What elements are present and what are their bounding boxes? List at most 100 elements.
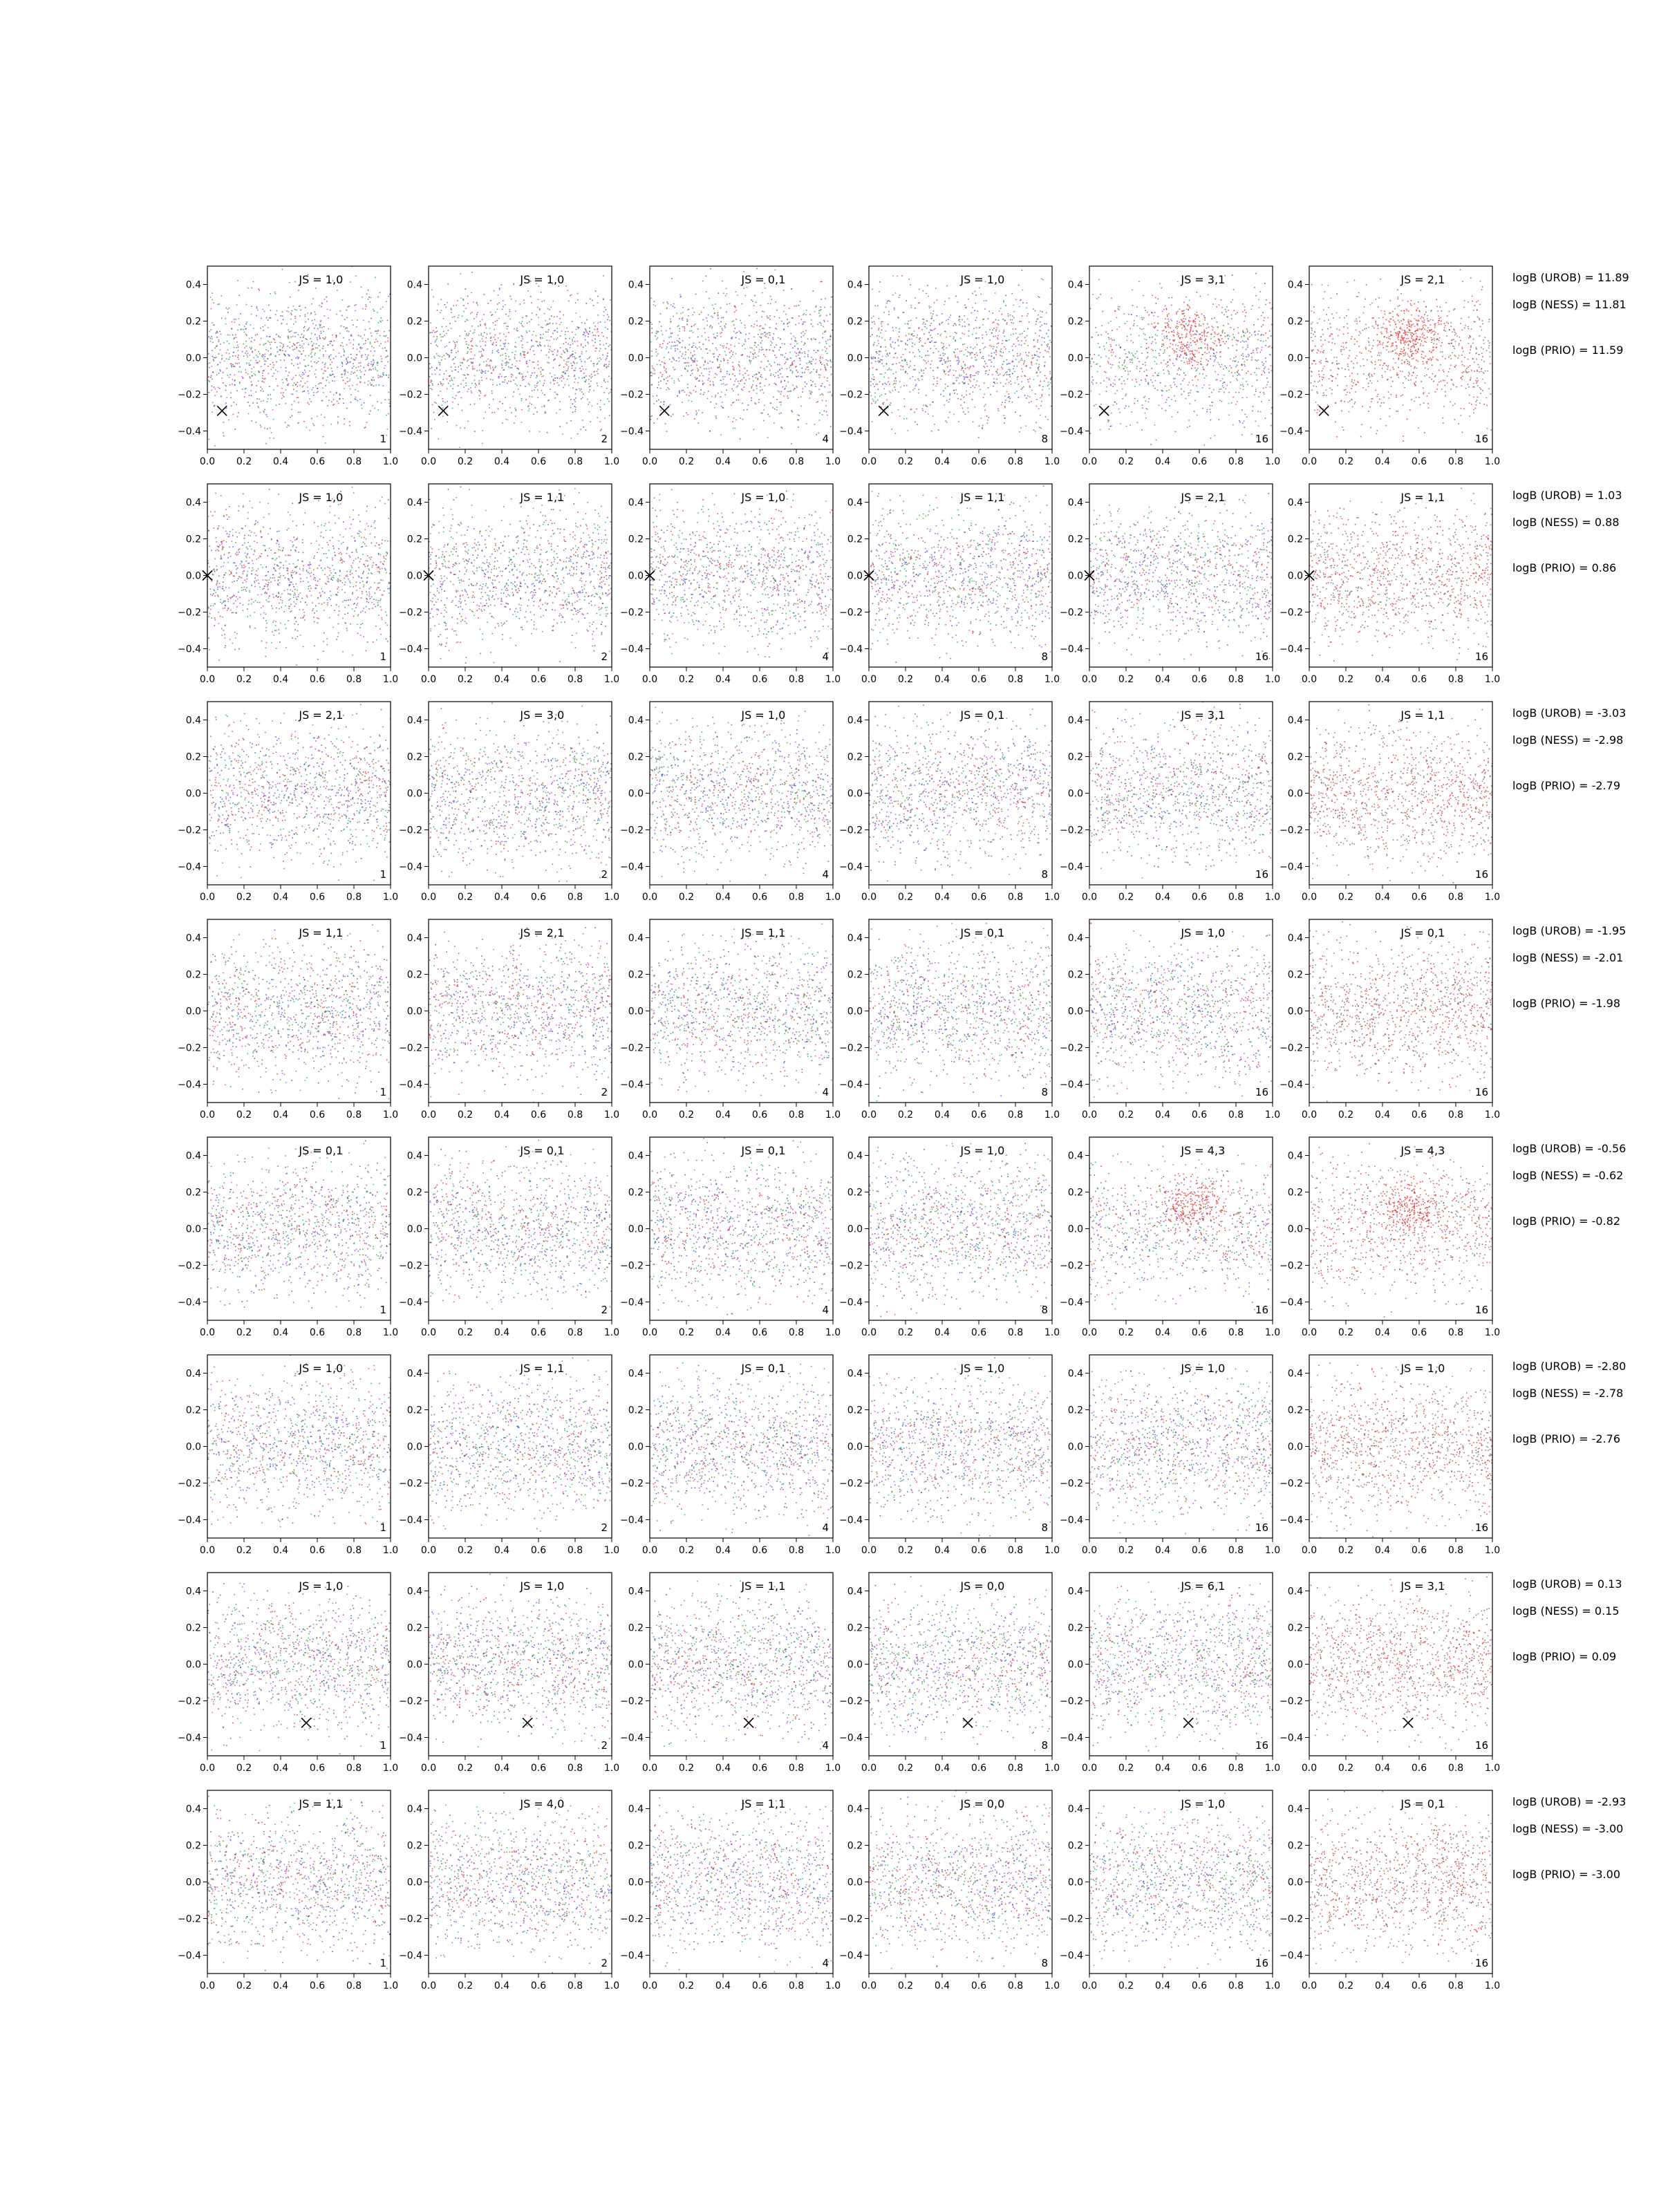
y-tick-label: −0.2 [1280, 1261, 1303, 1272]
x-tick-label: 0.8 [1448, 892, 1463, 903]
y-tick-label: −0.4 [1060, 1733, 1083, 1744]
x-tick-label: 0.6 [752, 1327, 767, 1338]
scatter-points-blue [650, 941, 833, 1085]
y-tick-label: 0.2 [407, 317, 422, 328]
scatter-points-blue [869, 1149, 1052, 1318]
scatter-points-red [651, 1810, 832, 1971]
y-tick-label: 0.2 [1288, 752, 1303, 763]
y-tick-label: −0.2 [620, 1043, 644, 1054]
panel-column-label: 8 [1041, 650, 1048, 663]
x-tick-label: 0.6 [1192, 1327, 1207, 1338]
y-tick-label: 0.4 [628, 715, 644, 727]
panel-r7-c6: 0.0 0.2 0.4 0.6 0.8 1.0 0.4 0.2 0.0 −0.2 −0.4 JS = … [1280, 1572, 1500, 1774]
x-tick-label: 0.2 [679, 456, 694, 467]
y-tick-label: −0.2 [178, 1479, 201, 1490]
x-tick-label: 0.8 [789, 1109, 804, 1121]
y-tick-label: 0.4 [407, 1804, 422, 1815]
y-tick-label: −0.4 [839, 862, 863, 873]
x-tick-label: 0.2 [1338, 456, 1353, 467]
y-tick-label: 0.0 [847, 1224, 863, 1235]
x-tick-label: 0.2 [458, 1980, 473, 1991]
scatter-points-black [207, 1597, 391, 1751]
panel-r8-c3: 0.0 0.2 0.4 0.6 0.8 1.0 0.4 0.2 0.0 −0.2 −0.4 JS = … [620, 1790, 841, 1991]
panel-r3-c2: 0.0 0.2 0.4 0.6 0.8 1.0 0.4 0.2 0.0 −0.2 −0.4 JS = … [399, 701, 619, 903]
y-tick-label: 0.0 [847, 1442, 863, 1453]
scatter-points-green [429, 488, 612, 648]
x-tick-label: 0.8 [568, 456, 583, 467]
x-tick-label: 1.0 [825, 456, 841, 467]
x-tick-label: 0.0 [421, 1327, 436, 1338]
scatter-points-black [429, 491, 612, 659]
y-tick-label: 0.4 [847, 1586, 863, 1597]
x-tick-label: 0.4 [935, 674, 950, 685]
x-tick-label: 0.6 [752, 674, 767, 685]
y-tick-label: 0.4 [1288, 498, 1303, 509]
x-marker [863, 570, 874, 581]
x-tick-label: 1.0 [825, 1327, 841, 1338]
scatter-points-red [429, 283, 612, 444]
panel-column-label: 8 [1041, 1521, 1048, 1534]
y-tick-label: 0.2 [1068, 317, 1083, 328]
scatter-points-green [1090, 930, 1273, 1098]
y-tick-label: 0.4 [628, 1586, 644, 1597]
panel-column-label: 1 [379, 1086, 386, 1098]
scatter-points-red [869, 1143, 1052, 1313]
js-label: JS = 0,1 [1400, 1797, 1445, 1810]
x-marker [1098, 405, 1109, 416]
y-tick-label: 0.4 [1288, 1586, 1303, 1597]
panel-frame [1089, 265, 1273, 450]
y-tick-label: 0.0 [628, 1006, 644, 1018]
y-tick-label: −0.2 [399, 1914, 422, 1925]
scatter-points-black [429, 708, 612, 882]
x-tick-label: 1.0 [604, 1545, 619, 1556]
x-tick-label: 0.6 [1412, 674, 1427, 685]
x-tick-label: 0.2 [1338, 892, 1353, 903]
x-marker [301, 1717, 312, 1728]
x-tick-label: 0.2 [679, 1545, 694, 1556]
x-tick-label: 0.6 [310, 1545, 325, 1556]
scatter-points-purple [1089, 498, 1273, 655]
y-tick-label: −0.2 [399, 608, 422, 619]
y-tick-label: 0.2 [1288, 1188, 1303, 1199]
x-tick-label: 0.0 [861, 456, 877, 467]
x-tick-label: 0.4 [715, 456, 731, 467]
scatter-points-black [1091, 1364, 1273, 1525]
y-tick-label: −0.2 [839, 390, 863, 401]
js-label: JS = 1,1 [740, 1797, 785, 1810]
x-marker [1084, 570, 1095, 581]
logb-annotation: logB (UROB) = 1.03 [1512, 489, 1622, 502]
scatter-points-red [429, 1373, 612, 1524]
y-tick-label: −0.2 [399, 1696, 422, 1707]
scatter-points-purple [429, 1589, 612, 1741]
scatter-points-black [209, 930, 391, 1091]
scatter-points-purple [650, 288, 833, 424]
panel-frame [649, 265, 834, 450]
x-tick-label: 0.2 [1118, 456, 1134, 467]
x-tick-label: 0.2 [1338, 1109, 1353, 1121]
y-tick-label: 0.0 [1288, 789, 1303, 800]
y-tick-label: 0.0 [186, 1660, 201, 1671]
scatter-points-black [1309, 1154, 1492, 1313]
x-tick-label: 0.4 [273, 1763, 288, 1774]
scatter-points-red [429, 1810, 610, 1964]
panel-column-label: 8 [1041, 868, 1048, 881]
x-marker [878, 405, 889, 416]
x-tick-label: 1.0 [383, 674, 398, 685]
x-tick-label: 0.0 [642, 1327, 657, 1338]
scatter-points-black [1090, 704, 1273, 866]
x-tick-label: 0.0 [1302, 1545, 1317, 1556]
scatter-points-purple [651, 489, 833, 657]
y-tick-label: −0.4 [178, 644, 201, 655]
scatter-points-green [650, 1138, 833, 1315]
y-tick-label: 0.4 [847, 498, 863, 509]
y-tick-label: 0.4 [847, 715, 863, 727]
scatter-points-green [870, 1145, 1052, 1306]
y-tick-label: 0.2 [847, 752, 863, 763]
x-tick-label: 0.4 [1155, 1545, 1170, 1556]
x-tick-label: 0.4 [935, 892, 950, 903]
y-tick-label: 0.2 [186, 534, 201, 545]
y-tick-label: 0.4 [628, 933, 644, 944]
scatter-points-black [1309, 1578, 1492, 1749]
y-tick-label: −0.4 [1060, 862, 1083, 873]
x-tick-label: 0.2 [679, 1327, 694, 1338]
